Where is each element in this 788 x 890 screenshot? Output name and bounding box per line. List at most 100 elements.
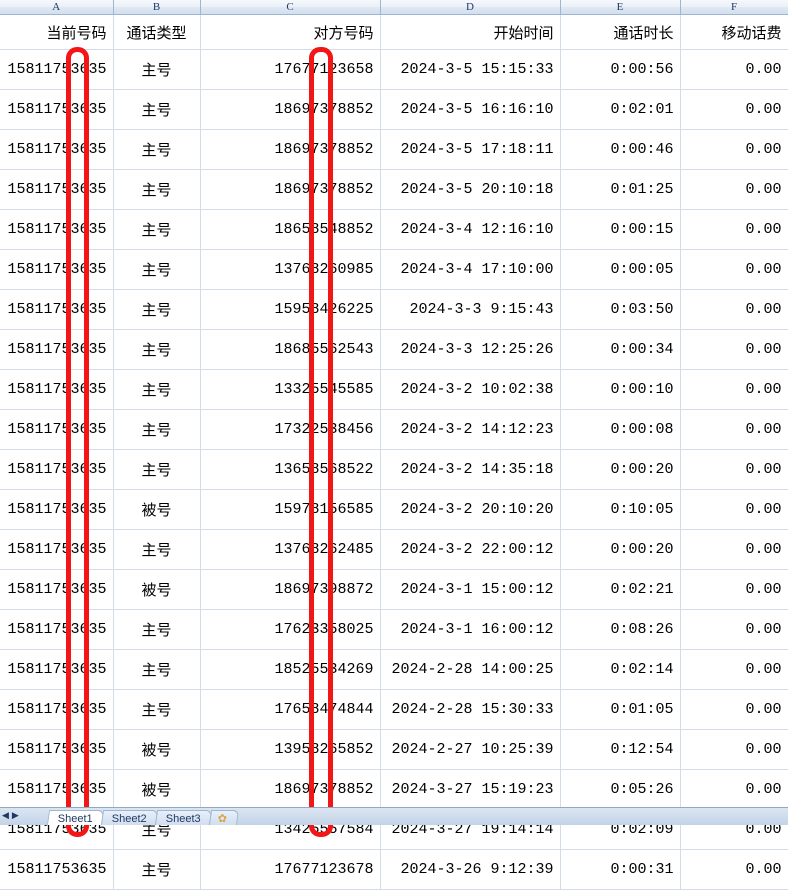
table-cell[interactable]: 被号 xyxy=(113,769,201,810)
table-cell[interactable]: 0.00 xyxy=(680,569,788,610)
table-row[interactable]: 15811753635 主号 17677123678 2024-3-26 9:12:3… xyxy=(0,849,788,890)
table-cell[interactable]: 15978156585 xyxy=(200,489,381,530)
table-cell[interactable]: 0.00 xyxy=(680,769,788,810)
table-cell[interactable]: 2024-3-2 22:00:12 xyxy=(380,529,561,570)
table-cell[interactable]: 15811753635 xyxy=(0,569,114,610)
table-cell[interactable]: 18697378852 xyxy=(200,769,381,810)
table-cell[interactable]: 0.00 xyxy=(680,409,788,450)
table-cell[interactable]: 0:02:01 xyxy=(560,89,681,130)
table-cell[interactable]: 主号 xyxy=(113,409,201,450)
table-cell[interactable]: 0.00 xyxy=(680,609,788,650)
table-cell[interactable]: 2024-3-3 9:15:43 xyxy=(380,289,561,330)
table-row[interactable]: 15811753635 主号 18685562543 2024-3-3 12:25:2… xyxy=(0,329,788,370)
table-cell[interactable]: 0.00 xyxy=(680,649,788,690)
table-cell[interactable]: 13768262485 xyxy=(200,529,381,570)
table-row[interactable]: 15811753635 主号 18658548852 2024-3-4 12:16:1… xyxy=(0,209,788,250)
table-cell[interactable]: 0:01:25 xyxy=(560,169,681,210)
table-cell[interactable]: 18697378852 xyxy=(200,129,381,170)
table-cell[interactable]: 15811753635 xyxy=(0,169,114,210)
table-cell[interactable]: 主号 xyxy=(113,49,201,90)
table-cell[interactable]: 0.00 xyxy=(680,329,788,370)
table-cell[interactable]: 17677123658 xyxy=(200,49,381,90)
table-header-cell[interactable]: 对方号码 xyxy=(200,14,381,50)
sheet-tab-bar[interactable]: ◀ ▶ Sheet1 Sheet2 Sheet3 ✿ xyxy=(0,807,788,825)
table-cell[interactable]: 2024-3-5 15:15:33 xyxy=(380,49,561,90)
column-header-e[interactable]: E xyxy=(560,0,681,15)
table-cell[interactable]: 0.00 xyxy=(680,689,788,730)
table-cell[interactable]: 主号 xyxy=(113,169,201,210)
table-cell[interactable]: 主号 xyxy=(113,89,201,130)
table-row[interactable]: 15811753635 主号 18697378852 2024-3-5 20:10:1… xyxy=(0,169,788,210)
table-cell[interactable]: 0:00:10 xyxy=(560,369,681,410)
table-cell[interactable]: 2024-2-28 14:00:25 xyxy=(380,649,561,690)
table-cell[interactable]: 0:02:21 xyxy=(560,569,681,610)
table-cell[interactable]: 17623358025 xyxy=(200,609,381,650)
table-cell[interactable]: 0:03:50 xyxy=(560,289,681,330)
table-cell[interactable]: 15811753635 xyxy=(0,89,114,130)
table-cell[interactable]: 2024-3-27 15:19:23 xyxy=(380,769,561,810)
table-cell[interactable]: 2024-3-2 20:10:20 xyxy=(380,489,561,530)
table-cell[interactable]: 13768260985 xyxy=(200,249,381,290)
table-cell[interactable]: 0:12:54 xyxy=(560,729,681,770)
table-cell[interactable]: 15811753635 xyxy=(0,369,114,410)
table-cell[interactable]: 0.00 xyxy=(680,249,788,290)
table-cell[interactable]: 18525534269 xyxy=(200,649,381,690)
table-cell[interactable]: 0.00 xyxy=(680,849,788,890)
table-cell[interactable]: 2024-2-28 15:30:33 xyxy=(380,689,561,730)
table-cell[interactable]: 主号 xyxy=(113,369,201,410)
table-cell[interactable]: 15811753635 xyxy=(0,769,114,810)
table-cell[interactable]: 2024-2-27 10:25:39 xyxy=(380,729,561,770)
table-row[interactable]: 15811753635 主号 18525534269 2024-2-28 14:00:… xyxy=(0,649,788,690)
table-cell[interactable]: 2024-3-1 16:00:12 xyxy=(380,609,561,650)
table-cell[interactable]: 15958426225 xyxy=(200,289,381,330)
table-cell[interactable]: 2024-3-2 14:35:18 xyxy=(380,449,561,490)
table-row[interactable]: 15811753635 主号 17623358025 2024-3-1 16:00:1… xyxy=(0,609,788,650)
column-header-c[interactable]: C xyxy=(200,0,381,15)
table-cell[interactable]: 15811753635 xyxy=(0,449,114,490)
table-cell[interactable]: 0:00:34 xyxy=(560,329,681,370)
table-row[interactable]: 15811753635 主号 18697378852 2024-3-5 16:16:1… xyxy=(0,89,788,130)
table-cell[interactable]: 主号 xyxy=(113,849,201,890)
table-cell[interactable]: 0.00 xyxy=(680,89,788,130)
table-cell[interactable]: 0.00 xyxy=(680,449,788,490)
table-cell[interactable]: 17322538456 xyxy=(200,409,381,450)
table-cell[interactable]: 0.00 xyxy=(680,289,788,330)
table-header-cell[interactable]: 开始时间 xyxy=(380,14,561,50)
table-row[interactable]: 15811753635 主号 13768260985 2024-3-4 17:10:0… xyxy=(0,249,788,290)
table-cell[interactable]: 被号 xyxy=(113,569,201,610)
table-cell[interactable]: 2024-3-4 17:10:00 xyxy=(380,249,561,290)
table-cell[interactable]: 0:00:31 xyxy=(560,849,681,890)
table-cell[interactable]: 15811753635 xyxy=(0,209,114,250)
table-cell[interactable]: 0:00:20 xyxy=(560,529,681,570)
table-row[interactable]: 15811753635 被号 18697378852 2024-3-27 15:19:… xyxy=(0,769,788,810)
table-cell[interactable]: 18697398872 xyxy=(200,569,381,610)
column-header-a[interactable]: A xyxy=(0,0,114,15)
table-cell[interactable]: 0.00 xyxy=(680,209,788,250)
table-cell[interactable]: 主号 xyxy=(113,129,201,170)
table-cell[interactable]: 15811753635 xyxy=(0,329,114,370)
table-cell[interactable]: 2024-3-5 20:10:18 xyxy=(380,169,561,210)
table-cell[interactable]: 0:00:15 xyxy=(560,209,681,250)
table-cell[interactable]: 0:00:56 xyxy=(560,49,681,90)
table-cell[interactable]: 主号 xyxy=(113,449,201,490)
table-cell[interactable]: 主号 xyxy=(113,289,201,330)
sheet-tabs[interactable]: Sheet1 Sheet2 Sheet3 ✿ xyxy=(46,810,239,825)
table-cell[interactable]: 主号 xyxy=(113,209,201,250)
sheet-tab-sheet3[interactable]: Sheet3 xyxy=(154,810,212,825)
table-cell[interactable]: 15811753635 xyxy=(0,49,114,90)
table-cell[interactable]: 2024-3-5 16:16:10 xyxy=(380,89,561,130)
table-cell[interactable]: 0.00 xyxy=(680,129,788,170)
table-cell[interactable]: 13658568522 xyxy=(200,449,381,490)
table-header-cell[interactable]: 当前号码 xyxy=(0,14,114,50)
table-cell[interactable]: 13958265852 xyxy=(200,729,381,770)
table-cell[interactable]: 主号 xyxy=(113,649,201,690)
table-cell[interactable]: 15811753635 xyxy=(0,249,114,290)
table-cell[interactable]: 0:01:05 xyxy=(560,689,681,730)
table-row[interactable]: 15811753635 被号 18697398872 2024-3-1 15:00:1… xyxy=(0,569,788,610)
table-cell[interactable]: 0:00:05 xyxy=(560,249,681,290)
table-cell[interactable]: 0:00:08 xyxy=(560,409,681,450)
table-cell[interactable]: 15811753635 xyxy=(0,409,114,450)
table-row[interactable]: 15811753635 主号 17677123658 2024-3-5 15:15:3… xyxy=(0,49,788,90)
table-cell[interactable]: 0.00 xyxy=(680,49,788,90)
